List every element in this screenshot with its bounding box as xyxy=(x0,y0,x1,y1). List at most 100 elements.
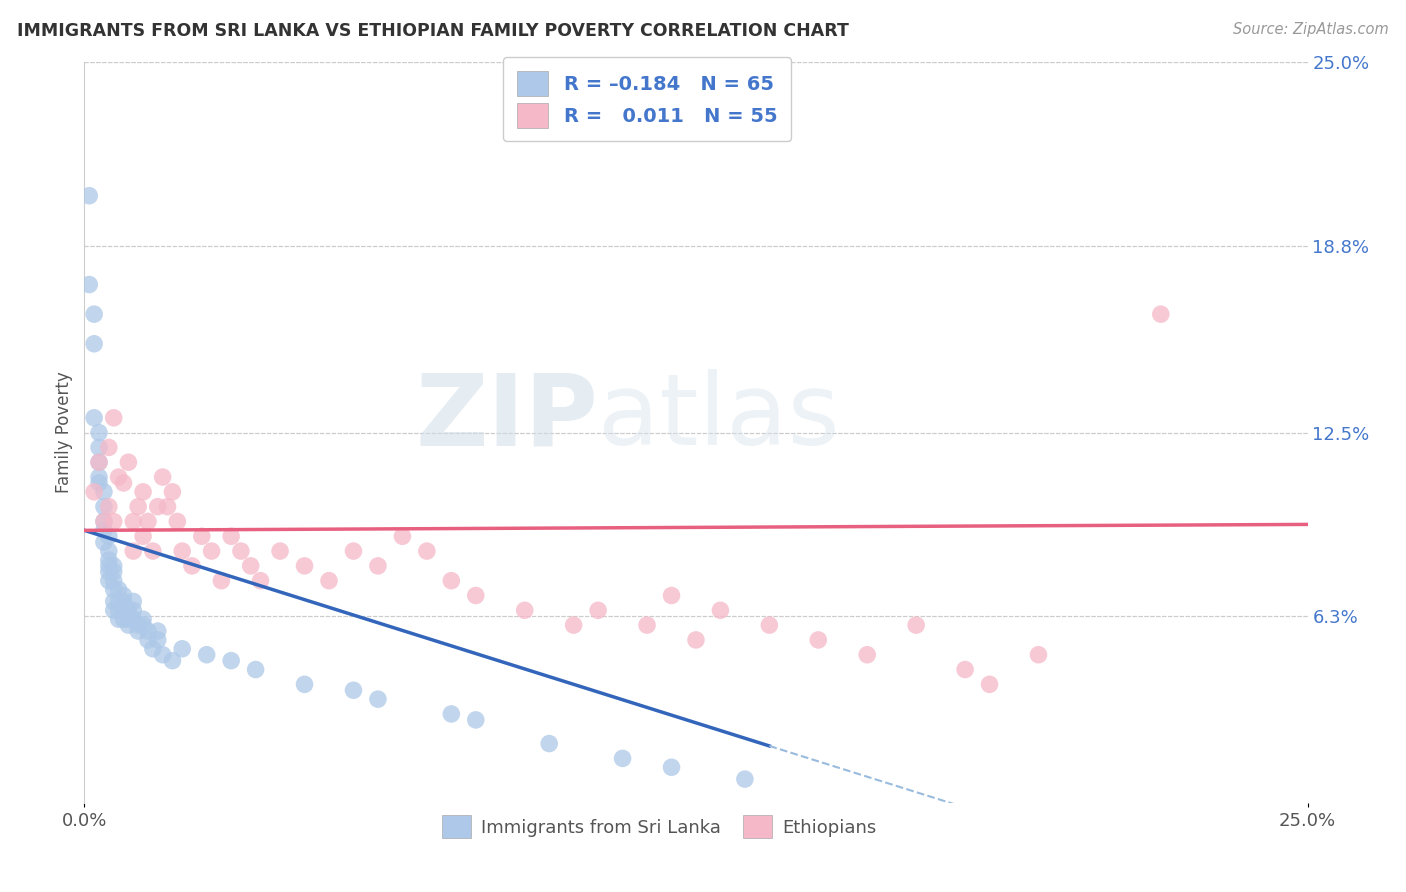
Point xyxy=(97,544,120,558)
Text: atlas: atlas xyxy=(598,369,839,467)
Point xyxy=(107,594,129,608)
Point xyxy=(146,624,169,638)
Point xyxy=(464,713,486,727)
Point xyxy=(103,603,125,617)
Point xyxy=(294,558,316,573)
Point xyxy=(172,641,194,656)
Point xyxy=(152,470,174,484)
Point xyxy=(156,500,179,514)
Point xyxy=(112,612,135,626)
Point xyxy=(83,410,105,425)
Point xyxy=(97,529,120,543)
Point xyxy=(112,603,135,617)
Point xyxy=(318,574,340,588)
Point xyxy=(979,677,1001,691)
Point xyxy=(132,529,155,543)
Point xyxy=(1150,307,1173,321)
Point xyxy=(107,470,129,484)
Point xyxy=(562,618,585,632)
Point xyxy=(538,737,561,751)
Point xyxy=(127,500,149,514)
Point xyxy=(117,612,139,626)
Point xyxy=(97,553,120,567)
Point xyxy=(93,515,115,529)
Point xyxy=(229,544,252,558)
Point xyxy=(112,594,135,608)
Point xyxy=(87,455,110,469)
Point xyxy=(97,565,120,579)
Point xyxy=(209,574,232,588)
Point xyxy=(103,594,125,608)
Point xyxy=(112,589,135,603)
Point xyxy=(107,603,129,617)
Point xyxy=(136,624,159,638)
Point xyxy=(709,603,731,617)
Point xyxy=(93,535,115,549)
Point xyxy=(132,484,155,499)
Point xyxy=(83,484,105,499)
Point xyxy=(97,500,120,514)
Point xyxy=(685,632,707,647)
Point xyxy=(661,760,683,774)
Point xyxy=(77,188,100,202)
Point xyxy=(367,692,389,706)
Point xyxy=(195,648,218,662)
Point xyxy=(513,603,536,617)
Text: Source: ZipAtlas.com: Source: ZipAtlas.com xyxy=(1233,22,1389,37)
Point xyxy=(146,500,169,514)
Point xyxy=(136,632,159,647)
Point xyxy=(97,441,120,455)
Point xyxy=(416,544,439,558)
Text: IMMIGRANTS FROM SRI LANKA VS ETHIOPIAN FAMILY POVERTY CORRELATION CHART: IMMIGRANTS FROM SRI LANKA VS ETHIOPIAN F… xyxy=(17,22,849,40)
Point xyxy=(117,603,139,617)
Point xyxy=(107,612,129,626)
Point xyxy=(93,500,115,514)
Point xyxy=(440,706,463,721)
Point xyxy=(93,484,115,499)
Point xyxy=(367,558,389,573)
Point xyxy=(200,544,222,558)
Point xyxy=(239,558,262,573)
Point xyxy=(122,515,145,529)
Point xyxy=(103,410,125,425)
Point xyxy=(103,582,125,597)
Point xyxy=(132,618,155,632)
Point xyxy=(342,683,364,698)
Point xyxy=(219,654,242,668)
Point xyxy=(661,589,683,603)
Point xyxy=(294,677,316,691)
Point xyxy=(636,618,658,632)
Point xyxy=(612,751,634,765)
Point xyxy=(122,594,145,608)
Point xyxy=(87,425,110,440)
Point xyxy=(464,589,486,603)
Point xyxy=(117,618,139,632)
Point xyxy=(152,648,174,662)
Point xyxy=(122,612,145,626)
Point xyxy=(245,663,267,677)
Point xyxy=(87,470,110,484)
Point xyxy=(103,565,125,579)
Point xyxy=(122,603,145,617)
Point xyxy=(146,632,169,647)
Point xyxy=(391,529,413,543)
Point xyxy=(87,475,110,490)
Point xyxy=(103,515,125,529)
Point xyxy=(132,612,155,626)
Point xyxy=(97,574,120,588)
Point xyxy=(93,515,115,529)
Point xyxy=(162,484,184,499)
Point xyxy=(122,544,145,558)
Point xyxy=(249,574,271,588)
Point xyxy=(136,515,159,529)
Text: ZIP: ZIP xyxy=(415,369,598,467)
Point xyxy=(1028,648,1050,662)
Point xyxy=(112,475,135,490)
Point xyxy=(117,455,139,469)
Point xyxy=(219,529,242,543)
Point xyxy=(97,558,120,573)
Point xyxy=(953,663,976,677)
Point xyxy=(440,574,463,588)
Point xyxy=(342,544,364,558)
Point xyxy=(905,618,928,632)
